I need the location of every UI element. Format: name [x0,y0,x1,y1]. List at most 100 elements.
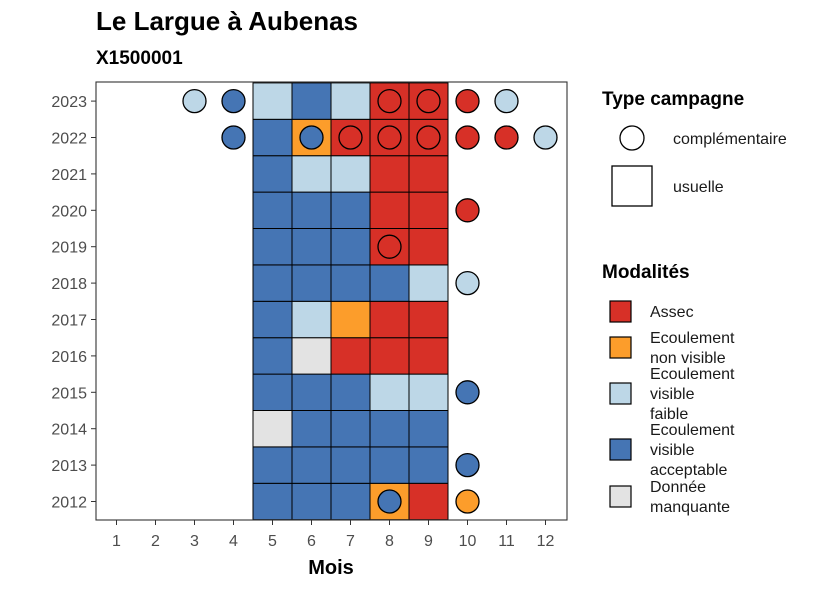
legend-swatch-manquante [609,485,632,508]
tile-usuelle-2020-7 [330,191,371,230]
tile-usuelle-2014-5 [252,410,293,448]
legend-label-non_visible-0: Ecoulement [650,330,735,347]
point-complementaire-2018-10 [455,270,480,296]
legend-label-manquante-1: manquante [650,499,730,516]
x-tick-label-10: 10 [459,533,477,550]
tile-usuelle-2018-7 [330,264,371,302]
x-tick-label-5: 5 [268,533,277,550]
tile-usuelle-2013-9 [408,446,449,484]
tile-usuelle-2014-8 [369,410,410,448]
point-complementaire-2023-10 [455,88,480,114]
tile-usuelle-2016-5 [252,337,293,375]
y-tick-label-2023: 2023 [51,94,87,111]
tile-usuelle-2015-9 [408,373,449,412]
tile-usuelle-2021-8 [369,155,410,193]
tile-usuelle-2023-6 [291,82,332,120]
tile-usuelle-2020-6 [291,191,332,230]
tile-usuelle-2019-9 [408,228,449,266]
tile-usuelle-2012-6 [291,482,332,521]
x-tick-label-1: 1 [112,533,121,550]
point-complementaire-2023-4 [221,88,246,114]
plot-area: 1 2 3 4 5 6 7 8 9 10 11 122012201320142015201620172… [51,81,568,550]
tile-usuelle-2021-7 [330,155,371,193]
tile-usuelle-2020-5 [252,191,293,230]
tile-usuelle-2013-6 [291,446,332,484]
point-complementaire-2023-8 [377,88,402,114]
y-tick-label-2012: 2012 [51,495,87,512]
x-axis-title: Mois [308,557,354,579]
legend-swatch-faible [609,382,632,405]
tile-usuelle-2019-7 [330,228,371,266]
tile-usuelle-2013-7 [330,446,371,484]
tile-usuelle-2018-5 [252,264,293,302]
x-tick-label-6: 6 [307,533,316,550]
tile-usuelle-2015-7 [330,373,371,412]
x-tick-label-8: 8 [385,533,394,550]
tile-usuelle-2017-8 [369,300,410,339]
point-complementaire-2023-11 [494,88,519,114]
tile-usuelle-2021-9 [408,155,449,193]
y-tick-label-2021: 2021 [51,167,87,184]
legend-label-complementaire: complémentaire [673,131,787,148]
point-complementaire-2022-7 [338,125,363,150]
point-complementaire-2015-10 [455,380,480,405]
tile-usuelle-2020-8 [369,191,410,230]
tile-usuelle-2016-8 [369,337,410,375]
legend-label-manquante-0: Donnée [650,479,706,496]
tile-usuelle-2017-9 [408,300,449,339]
tile-usuelle-2017-6 [291,300,332,339]
y-tick-label-2019: 2019 [51,240,87,257]
x-tick-label-2: 2 [151,533,160,550]
legend-swatch-non_visible [609,336,632,359]
legend-label-usuelle: usuelle [673,179,724,196]
tile-usuelle-2017-7 [330,300,371,339]
x-tick-label-9: 9 [424,533,433,550]
tile-usuelle-2021-6 [291,155,332,193]
tile-usuelle-2022-5 [252,118,293,157]
point-complementaire-2022-12 [533,125,558,150]
point-complementaire-2022-11 [494,125,519,150]
legend-label-acceptable-0: Ecoulement [650,422,735,439]
point-complementaire-2012-10 [455,489,480,514]
point-complementaire-2023-3 [182,88,207,114]
tile-usuelle-2019-5 [252,228,293,266]
tile-usuelle-2019-6 [291,228,332,266]
legend-label-acceptable-2: acceptable [650,462,727,479]
y-tick-label-2013: 2013 [51,458,87,475]
y-tick-label-2015: 2015 [51,385,87,402]
tile-usuelle-2014-6 [291,410,332,448]
chart-subtitle: X1500001 [96,48,183,69]
legend-label-faible-1: visible [650,386,695,403]
y-tick-label-2016: 2016 [51,349,87,366]
tile-usuelle-2016-9 [408,337,449,375]
tile-usuelle-2015-6 [291,373,332,412]
legend-swatch-acceptable [609,438,632,461]
x-tick-label-7: 7 [346,533,355,550]
point-complementaire-2022-6 [299,125,324,150]
legend-swatch-assec [609,300,632,323]
tile-usuelle-2013-5 [252,446,293,484]
tile-usuelle-2016-7 [330,337,371,375]
point-complementaire-2022-4 [221,125,246,150]
tile-usuelle-2018-8 [369,264,410,302]
tile-usuelle-2014-7 [330,410,371,448]
x-tick-label-12: 12 [537,533,555,550]
tile-usuelle-2012-7 [330,482,371,521]
legend-mod-title: Modalités [602,262,690,283]
x-tick-label-3: 3 [190,533,199,550]
legend-type-campagne: Type campagne complémentaire usuelle [602,89,787,207]
point-complementaire-2012-8 [377,489,402,514]
y-tick-label-2020: 2020 [51,203,87,220]
x-tick-label-11: 11 [498,533,515,550]
tile-usuelle-2017-5 [252,300,293,339]
x-tick-label-4: 4 [229,533,238,550]
y-tick-label-2022: 2022 [51,131,87,148]
legend-label-faible-2: faible [650,406,688,423]
legend-label-non_visible-1: non visible [650,350,726,367]
tile-usuelle-2014-9 [408,410,449,448]
tile-usuelle-2018-6 [291,264,332,302]
tile-usuelle-2018-9 [408,264,449,302]
tile-usuelle-2023-7 [330,82,371,120]
tile-usuelle-2023-5 [252,82,293,120]
